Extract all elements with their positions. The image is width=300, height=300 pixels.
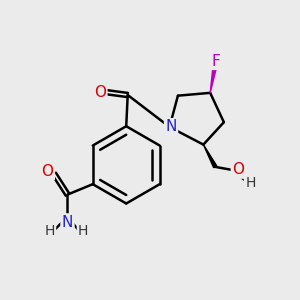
Text: O: O <box>232 162 244 177</box>
Text: O: O <box>42 164 54 179</box>
Text: H: H <box>44 224 55 238</box>
Text: H: H <box>78 224 88 238</box>
Polygon shape <box>210 67 216 93</box>
Text: H: H <box>245 176 256 190</box>
Text: N: N <box>165 119 177 134</box>
Text: O: O <box>94 85 106 100</box>
Polygon shape <box>203 145 217 168</box>
Text: N: N <box>62 215 73 230</box>
Text: F: F <box>212 53 220 68</box>
